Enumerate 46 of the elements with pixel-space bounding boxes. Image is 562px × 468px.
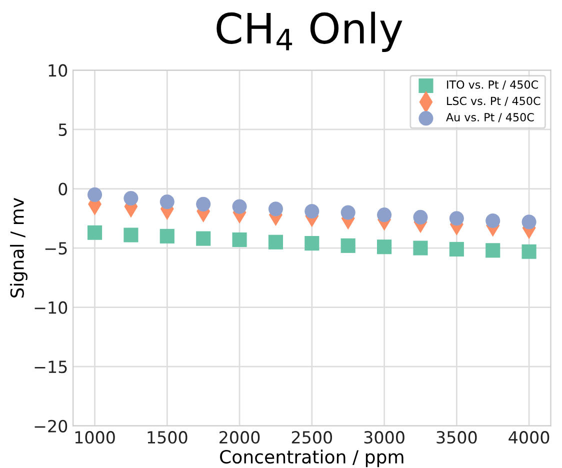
point xyxy=(522,214,536,230)
point xyxy=(413,240,428,256)
point xyxy=(449,211,464,226)
x-tick-label: 1000 xyxy=(75,431,115,444)
y-tick-label: −5 xyxy=(45,242,67,255)
legend-label: ITO vs. Pt / 450C xyxy=(447,80,538,90)
point xyxy=(160,228,174,244)
point xyxy=(377,240,392,254)
point xyxy=(87,225,102,240)
point xyxy=(304,204,320,219)
y-tick-label: 5 xyxy=(58,124,67,136)
y-tick-label: −15 xyxy=(34,360,67,374)
point xyxy=(160,194,174,210)
point xyxy=(268,234,284,250)
x-tick-label: 4000 xyxy=(508,431,550,444)
point xyxy=(87,187,102,202)
legend-label: Au vs. Pt / 450C xyxy=(446,113,534,122)
point xyxy=(196,196,211,212)
point xyxy=(196,231,211,246)
point xyxy=(486,213,500,228)
chart-title: CH$_{4}$ Only xyxy=(216,12,402,52)
point xyxy=(340,238,356,253)
point xyxy=(268,202,284,216)
point xyxy=(486,243,500,258)
x-tick-label: 3500 xyxy=(436,431,477,444)
legend-label: LSC vs. Pt / 450C xyxy=(447,96,540,106)
point xyxy=(522,244,536,259)
x-axis-title: Concentration / ppm xyxy=(220,450,404,468)
y-tick-label: −10 xyxy=(34,301,68,314)
point xyxy=(232,199,247,214)
y-tick-label: 10 xyxy=(48,64,68,77)
x-tick-label: 3000 xyxy=(364,431,404,444)
y-tick-label: 0 xyxy=(58,182,68,196)
point xyxy=(124,190,138,206)
point xyxy=(377,208,392,222)
x-tick-label: 1500 xyxy=(148,431,188,444)
y-axis-title: Signal / mv xyxy=(10,198,28,298)
point xyxy=(232,232,247,248)
y-tick-label: −20 xyxy=(34,420,68,432)
x-tick-label: 2500 xyxy=(292,431,332,444)
point xyxy=(449,242,464,257)
point xyxy=(124,228,138,242)
point xyxy=(340,205,356,220)
point xyxy=(413,210,428,224)
x-tick-label: 2000 xyxy=(220,431,260,444)
point xyxy=(304,236,320,251)
